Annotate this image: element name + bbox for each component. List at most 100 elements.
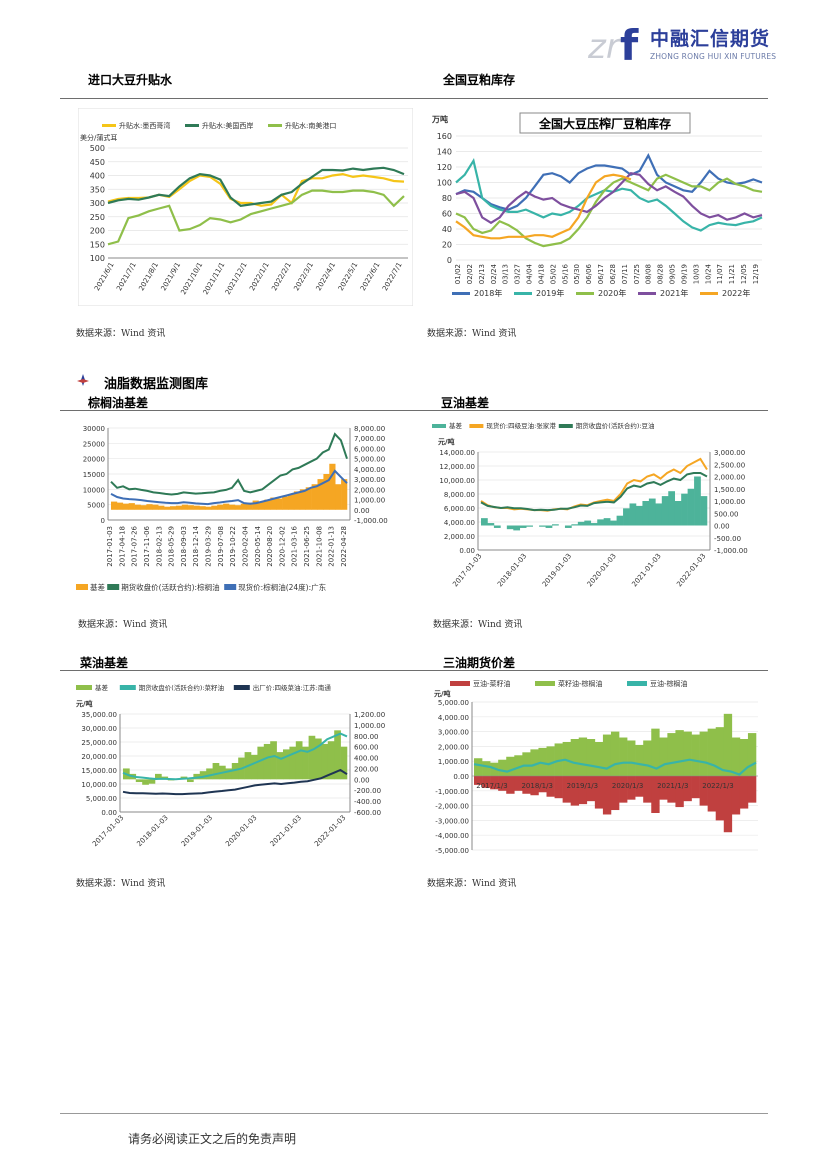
x-tick-label: 2021-10-08 (315, 526, 323, 567)
y-tick-label: 0 (447, 256, 452, 265)
spread-bar (554, 743, 563, 776)
spread-bar (739, 739, 749, 776)
y-tick-label: -5,000.00 (435, 847, 469, 855)
basis-bar (321, 743, 329, 780)
basis-bar (282, 496, 289, 510)
spread-bar (546, 776, 555, 797)
x-tick-label: 2018-01-03 (135, 814, 169, 848)
basis-bar (315, 738, 322, 780)
basis-bar (552, 524, 559, 526)
legend-label: 升贴水:美国西岸 (202, 121, 253, 130)
x-tick-label: 2021/1/3 (657, 782, 688, 790)
x-tick-label: 2017-01-03 (106, 526, 114, 567)
y-tick-label: 20000 (83, 456, 105, 464)
legend-swatch (638, 292, 656, 295)
x-tick-label: 05/02 (549, 264, 557, 284)
y-tick-label: 3,000.00 (438, 729, 469, 737)
x-tick-label: 02/13 (478, 264, 486, 284)
footer-disclaimer: 请务必阅读正文之后的免责声明 (128, 1132, 297, 1146)
basis-bar (257, 746, 265, 780)
chart-title-box (519, 112, 691, 134)
legend-label: 现货价:四级豆油:张家港 (486, 421, 556, 430)
spread-bar (538, 747, 547, 776)
spread-bar (602, 776, 612, 815)
basis-bar (142, 779, 149, 785)
basis-bar (623, 508, 630, 526)
basis-bar (212, 763, 220, 780)
basis-bar (487, 523, 495, 526)
legend-swatch (119, 685, 136, 690)
basis-bar (122, 503, 129, 510)
divider-line (60, 670, 768, 671)
basis-bar (205, 506, 212, 510)
logo-f-letter: f (620, 21, 639, 64)
chart-title: 全国大豆压榨厂豆粕库存 (538, 116, 671, 131)
basis-bar (329, 463, 336, 510)
y2-tick-label: 0.00 (714, 523, 730, 531)
series-line (455, 172, 763, 225)
x-tick-label: 2017-04-18 (118, 526, 126, 567)
series-line (107, 189, 405, 246)
section-title-soy-basis: 豆油基差 (441, 396, 490, 410)
axis-unit-label: 元/吨 (434, 689, 451, 698)
y-tick-label: 12,000.00 (439, 463, 475, 471)
y-tick-label: -3,000.00 (435, 817, 469, 825)
y-tick-label: 500 (90, 144, 105, 153)
spread-bar (691, 776, 700, 799)
basis-bar (276, 752, 284, 780)
x-tick-label: 2020-05-14 (254, 525, 262, 566)
spread-bar (739, 776, 749, 809)
x-tick-label: 2019-01-03 (541, 552, 573, 588)
diamond-bullet-icon (77, 374, 89, 386)
y-tick-label: 100 (437, 179, 452, 188)
x-tick-label: 04/04 (526, 263, 534, 284)
y-tick-label: 2,000.00 (444, 533, 475, 541)
basis-bar (246, 502, 253, 510)
spread-bar (594, 776, 604, 809)
basis-bar (648, 498, 656, 526)
legend-label: 菜籽油-棕榈油 (558, 679, 603, 688)
spread-bar (731, 776, 741, 815)
y2-tick-label: -600.00 (354, 809, 381, 817)
basis-bar (661, 496, 669, 526)
basis-bar (295, 741, 303, 780)
y2-tick-label: 3,000.00 (714, 449, 745, 457)
basis-bar (283, 749, 290, 780)
y2-tick-label: -400.00 (354, 798, 381, 806)
basis-bar (276, 498, 283, 510)
x-tick-label: 08/08 (645, 264, 653, 284)
basis-bar (288, 494, 295, 510)
basis-bar (694, 476, 701, 526)
x-tick-label: 09/19 (680, 264, 688, 284)
y-tick-label: 25000 (83, 440, 105, 448)
section-title-meal-stock: 全国豆粕库存 (443, 73, 516, 87)
chart-soyoil-basis: 14,000.00 12,000.00 10,000.00 8,000.00 6,000… (432, 421, 748, 588)
spread-bar (667, 776, 676, 803)
spread-bar (731, 737, 741, 776)
spread-bar (619, 776, 628, 803)
spread-bar (715, 776, 725, 821)
legend-swatch (102, 124, 116, 127)
x-tick-label: 11/21 (728, 264, 736, 284)
basis-bar (193, 773, 201, 780)
y-tick-label: 160 (437, 132, 452, 141)
basis-bar (234, 505, 242, 510)
legend-swatch (450, 681, 470, 686)
spread-bar (594, 741, 604, 776)
y-tick-label: 0.00 (459, 547, 475, 555)
oil-section-title: 油脂数据监测图库 (104, 377, 209, 392)
y-tick-label: 5000 (87, 502, 105, 510)
section-title-three-oil-spread: 三油期货价差 (443, 656, 516, 670)
basis-bar (152, 504, 159, 510)
y-tick-label: 5,000.00 (438, 699, 469, 707)
spread-bar (538, 776, 547, 793)
series-line (122, 768, 348, 796)
legend-swatch (76, 685, 92, 690)
x-tick-label: 2018-12-14 (192, 525, 200, 566)
y-tick-label: 0.00 (101, 809, 117, 817)
divider-line (60, 410, 768, 411)
x-tick-label: 2022-01-13 (328, 526, 336, 567)
basis-bar (493, 525, 501, 528)
spread-bar (683, 776, 692, 802)
y-tick-label: 350 (90, 185, 105, 194)
